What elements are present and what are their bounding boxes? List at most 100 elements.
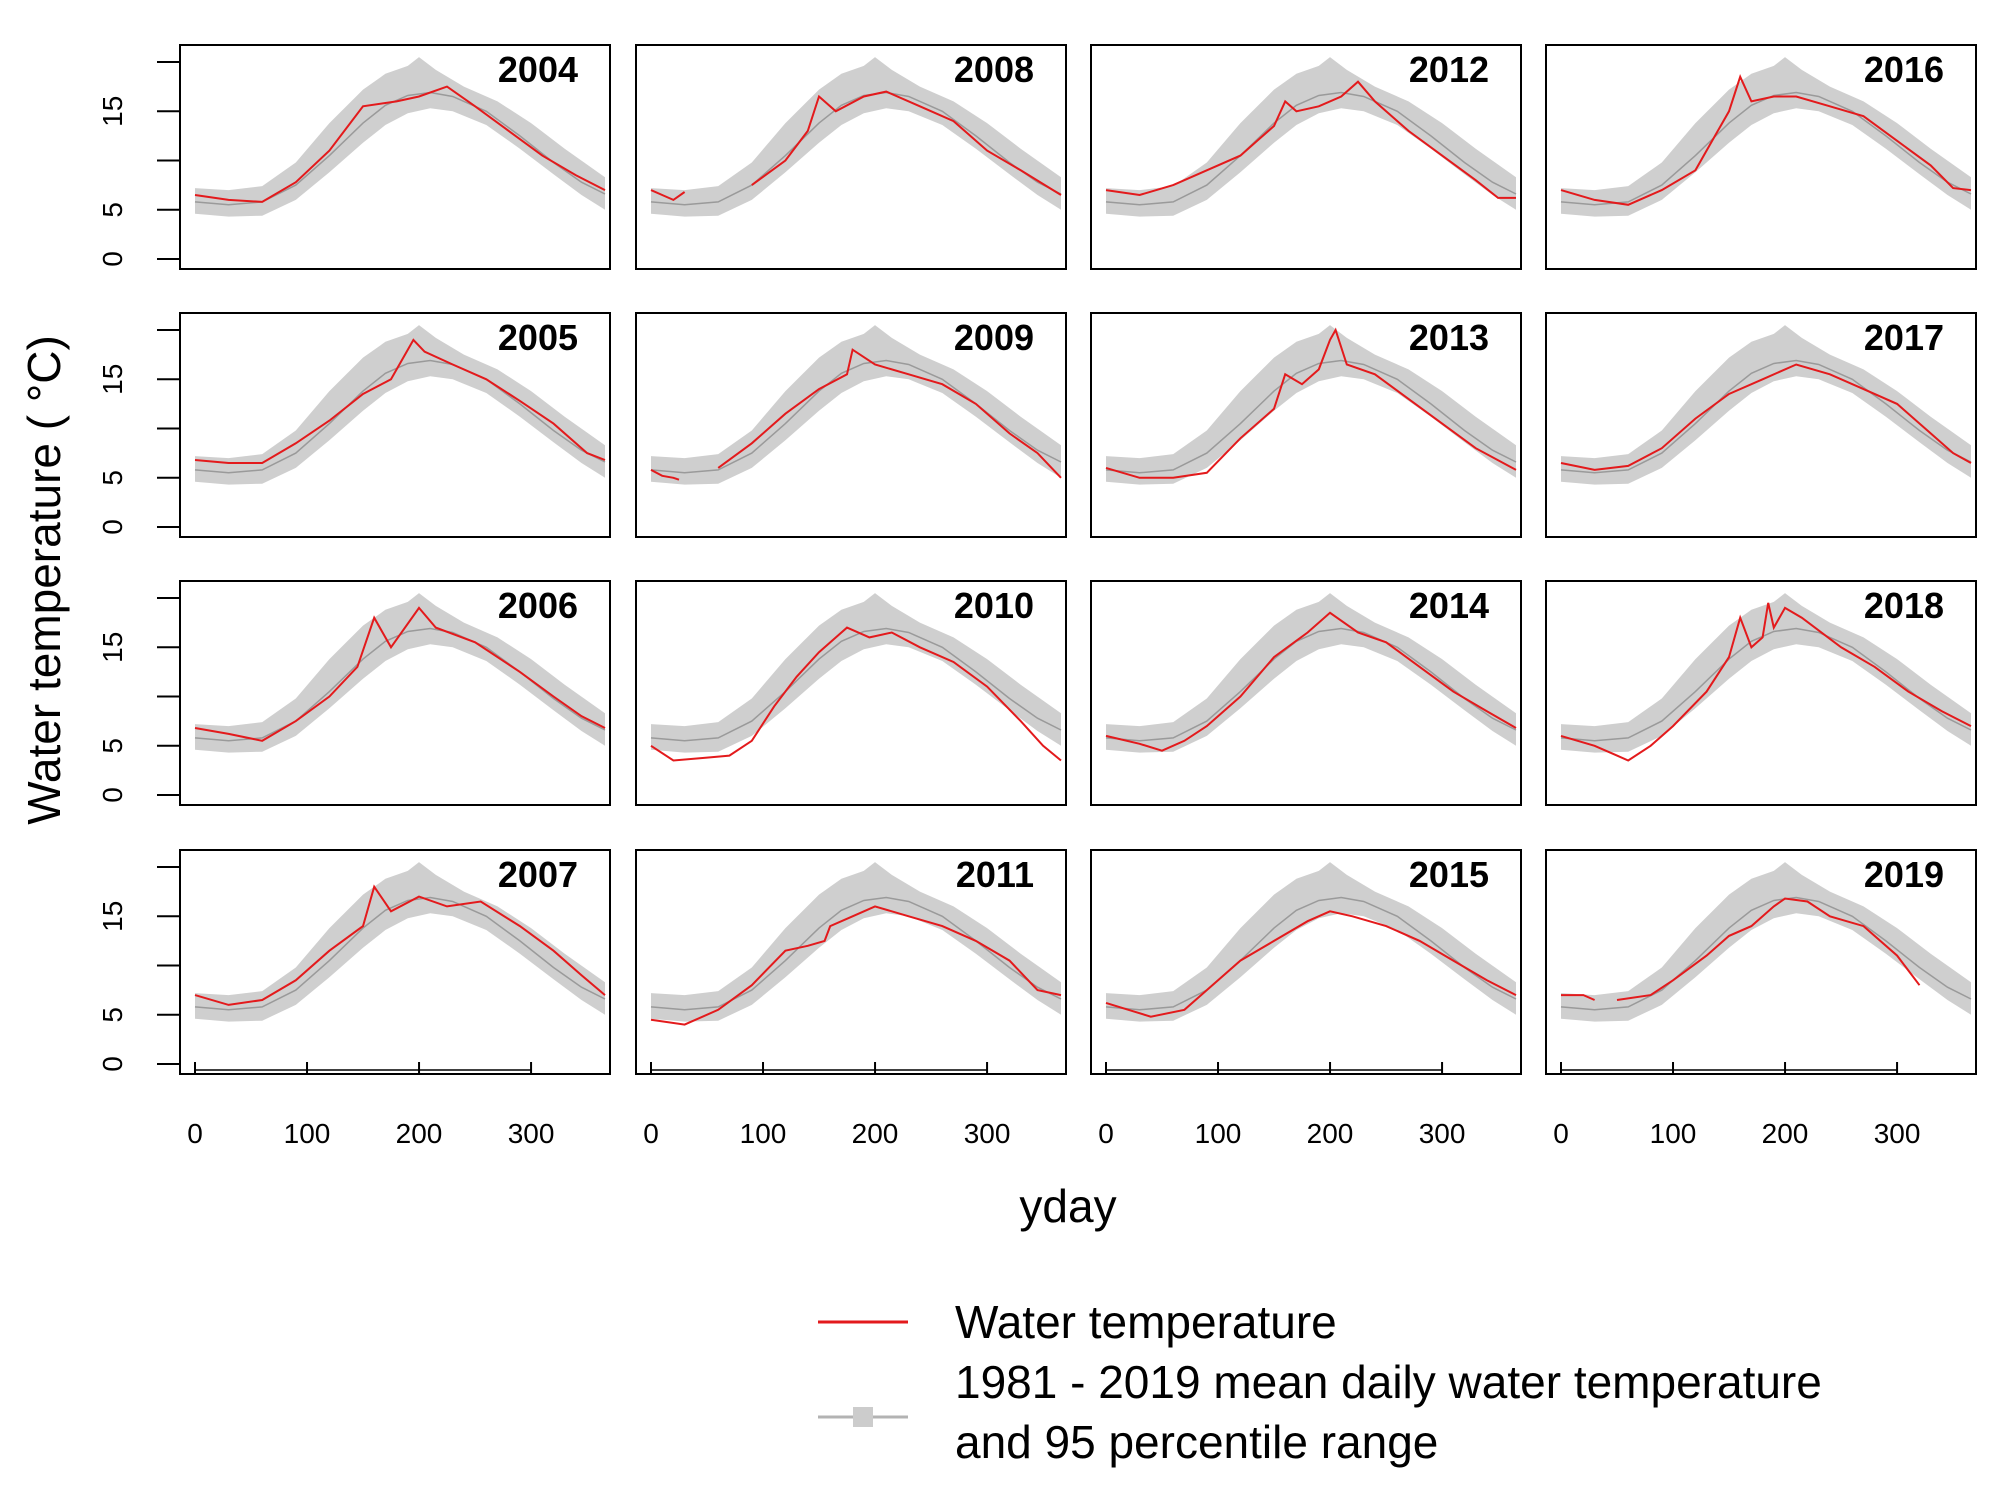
x-tick-label: 300 [508, 1118, 555, 1149]
panel-year-label: 2005 [498, 317, 578, 358]
panel-frame [1545, 849, 1977, 1075]
panel-year-label: 2011 [956, 854, 1034, 895]
legend-grey-band-swatch [853, 1407, 873, 1427]
panel-year-label: 2009 [954, 317, 1034, 358]
climatology-mean-line [194, 359, 606, 474]
panel-year-label: 2008 [954, 49, 1034, 90]
panel-frame [1545, 44, 1977, 270]
panel-frame [635, 580, 1067, 806]
water-temperature-line [650, 90, 1062, 202]
percentile-band [195, 325, 605, 485]
water-temperature-line [1560, 602, 1972, 762]
panel-year-label: 2010 [954, 585, 1034, 626]
water-temperature-line [194, 606, 606, 742]
x-tick-label: 300 [964, 1118, 1011, 1149]
percentile-band [651, 862, 1061, 1022]
panel-2004: 2004 0 5 15 [97, 44, 611, 270]
panel-year-label: 2004 [498, 49, 578, 90]
percentile-band [1561, 593, 1971, 753]
panel-year-label: 2014 [1409, 585, 1489, 626]
water-temperature-line [1105, 910, 1517, 1018]
x-tick-label: 200 [1307, 1118, 1354, 1149]
y-tick-label: 0 [97, 1056, 128, 1072]
panel-frame [1545, 312, 1977, 538]
panel-2019: 2019 [1545, 849, 1977, 1075]
water-temperature-line [1561, 897, 1921, 1001]
y-tick-label: 5 [97, 738, 128, 754]
y-tick-label: 15 [97, 901, 128, 932]
x-tick-label: 100 [1195, 1118, 1242, 1149]
x-tick-label: 200 [396, 1118, 443, 1149]
climatology-mean-line [1105, 627, 1517, 742]
panel-frame [1545, 580, 1977, 806]
y-tick-label: 15 [97, 96, 128, 127]
percentile-band [1561, 325, 1971, 485]
panel-frame [635, 44, 1067, 270]
percentile-band [195, 57, 605, 217]
water-temperature-line [1105, 327, 1517, 479]
percentile-band [1106, 325, 1516, 485]
water-temperature-line [1560, 363, 1972, 471]
panel-year-label: 2016 [1864, 49, 1944, 90]
climatology-mean-line [1560, 627, 1972, 742]
climatology-mean-line [1560, 896, 1972, 1011]
water-temperature-line [650, 626, 1062, 762]
water-temperature-line [1105, 80, 1516, 199]
water-temperature-line [650, 905, 1062, 1026]
legend-label-climatology-line1: 1981 - 2019 mean daily water temperature [955, 1356, 1822, 1408]
climatology-mean-line [1105, 896, 1517, 1011]
panel-2016: 2016 [1545, 44, 1977, 270]
panel-2013: 2013 [1090, 312, 1522, 538]
panel-frame [1090, 580, 1522, 806]
panel-frame [1090, 849, 1522, 1075]
panel-2014: 2014 [1090, 580, 1522, 806]
x-tick-label: 0 [1553, 1118, 1569, 1149]
legend-label-water-temperature: Water temperature [955, 1296, 1337, 1348]
x-tick-label: 200 [1762, 1118, 1809, 1149]
panel-2007: 2007 0 5 15 [97, 849, 611, 1075]
y-tick-label: 5 [97, 1007, 128, 1023]
climatology-mean-line [194, 896, 606, 1011]
panel-year-label: 2015 [1409, 854, 1489, 895]
panel-frame [179, 312, 611, 538]
panel-2015: 2015 [1090, 849, 1522, 1075]
y-tick-label: 5 [97, 470, 128, 486]
water-temperature-line [194, 338, 606, 464]
percentile-band [651, 593, 1061, 753]
panel-2008: 2008 [635, 44, 1067, 270]
climatology-mean-line [650, 627, 1062, 742]
panel-year-label: 2012 [1409, 49, 1489, 90]
legend: Water temperature 1981 - 2019 mean daily… [818, 1296, 1822, 1468]
panel-year-label: 2007 [498, 854, 578, 895]
water-temperature-line [194, 884, 606, 1006]
panel-year-label: 2017 [1864, 317, 1944, 358]
panel-2010: 2010 [635, 580, 1067, 806]
panel-frame [179, 849, 611, 1075]
x-tick-label: 300 [1419, 1118, 1466, 1149]
panel-2018: 2018 [1545, 580, 1977, 806]
y-tick-label: 15 [97, 632, 128, 663]
percentile-band [195, 593, 605, 753]
x-tick-label: 200 [852, 1118, 899, 1149]
percentile-band [1106, 862, 1516, 1022]
y-tick-label: 15 [97, 364, 128, 395]
x-tick-label: 0 [187, 1118, 203, 1149]
climatology-mean-line [1105, 359, 1517, 474]
x-axis-label: yday [1019, 1180, 1116, 1232]
climatology-mean-line [1560, 359, 1972, 474]
percentile-band [1106, 57, 1516, 217]
water-temperature-line [1105, 611, 1517, 752]
panel-frame [635, 849, 1067, 1075]
x-tick-labels: 0 100 200 300 0 100 200 300 0 100 200 300 0 100 200 300 [187, 1118, 1920, 1149]
x-tick-label: 0 [1098, 1118, 1114, 1149]
water-temperature-line [1560, 74, 1972, 206]
panel-frame [179, 580, 611, 806]
y-tick-label: 0 [97, 519, 128, 535]
percentile-band [1561, 862, 1971, 1022]
climatology-mean-line [1105, 91, 1517, 206]
panel-2006: 2006 0 5 15 [97, 580, 611, 806]
panel-frame [179, 44, 611, 270]
climatology-mean-line [194, 627, 606, 742]
panel-frame [1090, 44, 1522, 270]
panel-2005: 2005 0 5 15 [97, 312, 611, 538]
